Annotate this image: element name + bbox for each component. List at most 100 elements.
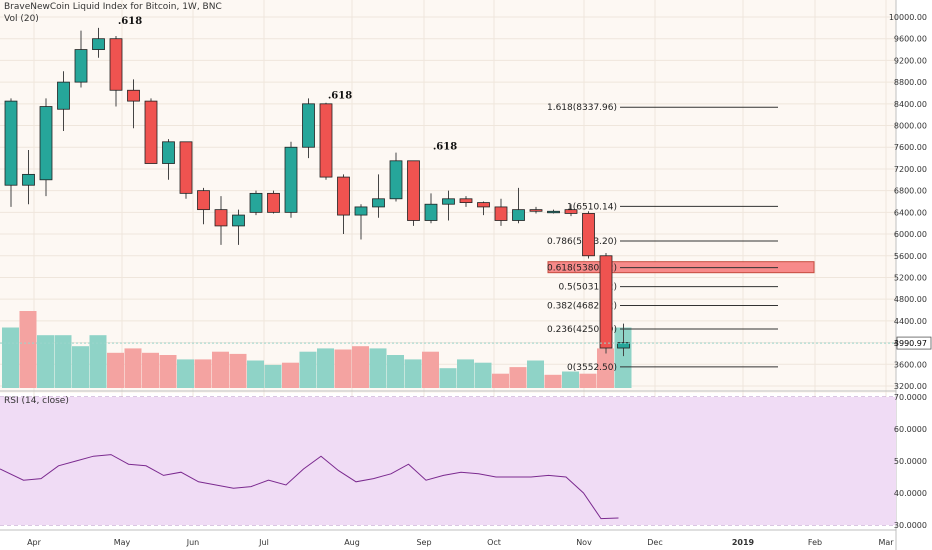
volume-bar — [2, 327, 19, 388]
fib-label: 0(3552.50) — [567, 363, 617, 373]
candle-body — [424, 203, 438, 221]
candles — [4, 27, 630, 357]
time-tick-label: Oct — [487, 538, 501, 547]
price-tick-label: 7600.00 — [894, 143, 927, 152]
rsi-tick-label: 60.0000 — [894, 425, 927, 434]
price-tick-label: 10000.00 — [889, 13, 927, 22]
volume-bar — [282, 362, 299, 388]
peak-label: .618 — [328, 91, 352, 102]
candle-body — [529, 209, 543, 212]
candle-body — [214, 209, 228, 227]
candle-body — [92, 38, 105, 50]
candle-body — [617, 342, 630, 349]
price-axis: 10000.00 9600.00 9200.00 8800.00 8400.00 8000… — [0, 13, 932, 391]
volume-bar — [317, 348, 334, 388]
volume-bar — [124, 348, 142, 388]
price-tick-label: 3200.00 — [894, 382, 927, 391]
candle-body — [144, 100, 158, 164]
candle-body — [74, 49, 88, 83]
price-tick-label: 4400.00 — [894, 317, 927, 326]
candle-body — [267, 192, 280, 213]
volume-bar — [474, 362, 492, 388]
volume-label: Vol (20) — [4, 14, 39, 24]
candle-body — [477, 202, 490, 208]
volume-bar — [597, 348, 614, 388]
candle-body — [284, 146, 298, 213]
volume-bar — [527, 360, 544, 388]
volume-bar — [89, 335, 107, 388]
price-tick-label: 7200.00 — [894, 165, 927, 174]
candle-body — [4, 100, 18, 186]
fib-label: 0.236(4250.50) — [547, 325, 617, 335]
volume-bar — [369, 348, 387, 388]
candle-body — [337, 176, 350, 216]
volume-bar — [159, 355, 177, 388]
volume-bar — [492, 373, 509, 388]
time-tick-label: Feb — [808, 538, 822, 547]
volume-bar — [19, 311, 37, 388]
price-tick-label: 5600.00 — [894, 252, 927, 261]
volume-bar — [404, 359, 422, 388]
price-tick-label: 8800.00 — [894, 78, 927, 87]
price-tick-label: 3600.00 — [894, 360, 927, 369]
candle-body — [512, 209, 525, 221]
candle-body — [564, 209, 578, 214]
candle-body — [162, 141, 175, 164]
rsi-tick-label: 30.0000 — [894, 521, 927, 530]
volume-bar — [142, 352, 159, 388]
rsi-line — [0, 454, 619, 520]
peak-label: .618 — [433, 142, 457, 153]
candle-body — [319, 103, 333, 178]
peak-labels: .618 .618 .618 — [118, 16, 457, 153]
fib-label: 0.5(5031.32) — [558, 283, 617, 293]
time-tick-label: Mar — [878, 538, 894, 547]
time-axis: Apr May Jun Jul Aug Sep Oct Nov Dec 2019 Feb Mar — [27, 538, 894, 547]
candle-body — [197, 190, 210, 211]
candle-body — [372, 198, 385, 208]
candle-body — [407, 160, 420, 221]
volume-bar — [352, 346, 369, 388]
candle-body — [389, 160, 403, 200]
candle-body — [109, 38, 123, 91]
volume-bar — [247, 360, 264, 388]
price-tick-label: 4800.00 — [894, 295, 927, 304]
candle-body — [494, 206, 508, 221]
volume-bar — [264, 364, 282, 388]
fib-label: 1(6510.14) — [567, 202, 617, 212]
volume-bar — [107, 352, 124, 388]
candle-body — [547, 210, 560, 214]
chart-title: BraveNewCoin Liquid Index for Bitcoin, 1… — [4, 2, 222, 12]
price-tick-label: 6000.00 — [894, 230, 927, 239]
time-tick-label: Sep — [416, 538, 431, 547]
candle-body — [459, 198, 473, 203]
price-tick-label: 8400.00 — [894, 100, 927, 109]
price-tick-label: 9600.00 — [894, 35, 927, 44]
rsi-tick-label: 50.0000 — [894, 457, 927, 466]
volume-bar — [212, 351, 229, 388]
fib-label: 1.618(8337.96) — [547, 103, 617, 113]
candle-body — [442, 198, 455, 205]
volume-bar — [439, 368, 457, 388]
time-tick-label: 2019 — [732, 538, 755, 547]
volume-bar — [229, 353, 247, 388]
time-tick-label: Jul — [258, 538, 269, 547]
rsi-label: RSI (14, close) — [4, 396, 69, 406]
price-tick-label: 6400.00 — [894, 208, 927, 217]
fib-label: 0.618(5380.32) — [547, 264, 617, 274]
peak-label: .618 — [118, 16, 142, 27]
candle-body — [127, 89, 140, 102]
candle-body — [179, 141, 193, 194]
candle-body — [232, 214, 245, 227]
last-price-label: 3990.97 — [894, 339, 927, 348]
rsi-band — [0, 397, 896, 525]
volume-bar — [422, 351, 439, 388]
candle-body — [22, 173, 35, 186]
candle-body — [599, 255, 613, 349]
price-tick-label: 8000.00 — [894, 122, 927, 131]
fib-levels: 1.618(8337.96) 1(6510.14) 0.786(5873.20) 0.… — [547, 103, 815, 373]
volume-bar — [37, 335, 54, 388]
volume-bar — [194, 359, 212, 388]
volume-bar — [334, 349, 352, 388]
time-tick-label: Aug — [344, 538, 360, 547]
